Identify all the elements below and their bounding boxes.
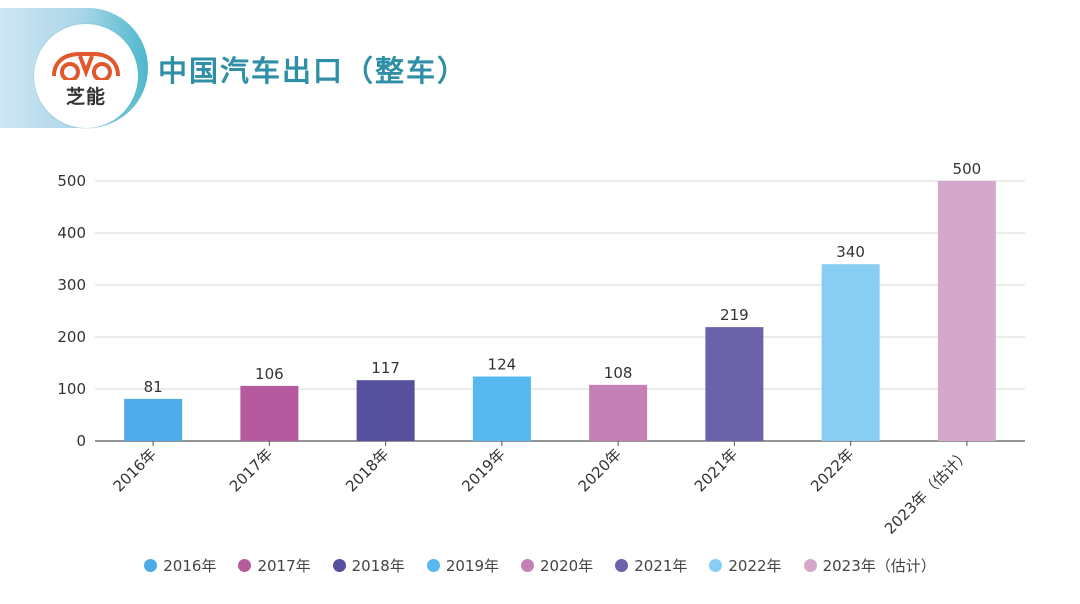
bar bbox=[937, 181, 996, 441]
legend-swatch bbox=[238, 559, 252, 572]
legend-item: 2022年 bbox=[709, 555, 782, 576]
legend-label: 2018年 bbox=[351, 557, 405, 575]
legend-label: 2021年 bbox=[634, 557, 688, 575]
legend-label: 2022年 bbox=[728, 557, 782, 575]
data-label: 117 bbox=[371, 359, 400, 377]
y-tick-label: 200 bbox=[57, 328, 86, 346]
data-label: 108 bbox=[604, 364, 633, 382]
car-logo-icon bbox=[52, 52, 120, 80]
legend-item: 2016年 bbox=[144, 555, 216, 576]
chart-legend: 2016年 2017年 2018年 2019年 2020年 2021年 2022年 2023年… bbox=[0, 555, 1080, 576]
legend-swatch bbox=[803, 559, 817, 572]
page-title: 中国汽车出口（整车） bbox=[158, 54, 469, 88]
y-tick-label: 0 bbox=[76, 432, 86, 450]
x-tick-label: 2021年 bbox=[691, 445, 741, 495]
legend-label: 2016年 bbox=[163, 557, 217, 575]
y-tick-label: 400 bbox=[57, 224, 86, 242]
legend-label: 2023年（估计） bbox=[822, 557, 936, 575]
x-tick-label: 2020年 bbox=[575, 445, 625, 495]
legend-swatch bbox=[426, 559, 440, 572]
x-tick-label: 2017年 bbox=[226, 445, 276, 495]
legend-swatch bbox=[709, 559, 723, 572]
bar bbox=[705, 327, 764, 441]
data-label: 81 bbox=[144, 378, 163, 396]
data-label: 106 bbox=[255, 365, 284, 383]
legend-label: 2019年 bbox=[445, 557, 499, 575]
brand-name: 芝能 bbox=[65, 86, 106, 108]
legend-item: 2023年（估计） bbox=[803, 555, 936, 576]
x-tick-label: 2023年（估计） bbox=[881, 445, 974, 538]
legend-item: 2021年 bbox=[615, 555, 687, 576]
bar bbox=[589, 384, 648, 441]
y-tick-label: 100 bbox=[57, 380, 86, 398]
header-band: 芝能 bbox=[0, 8, 148, 128]
legend-swatch bbox=[332, 559, 346, 572]
legend-item: 2018年 bbox=[332, 555, 405, 576]
y-tick-label: 500 bbox=[57, 172, 86, 190]
legend-item: 2017年 bbox=[238, 555, 311, 576]
bar bbox=[356, 380, 415, 441]
brand-logo: 芝能 bbox=[34, 24, 138, 128]
legend-item: 2020年 bbox=[521, 555, 593, 576]
legend-swatch bbox=[144, 559, 158, 572]
data-label: 219 bbox=[720, 306, 749, 324]
data-label: 124 bbox=[488, 356, 517, 374]
legend-item: 2019年 bbox=[426, 555, 499, 576]
bar bbox=[124, 398, 183, 441]
bar bbox=[472, 376, 531, 441]
legend-swatch bbox=[521, 559, 534, 572]
legend-label: 2020年 bbox=[540, 557, 594, 575]
legend-label: 2017年 bbox=[257, 557, 311, 575]
x-tick-label: 2022年 bbox=[807, 445, 857, 495]
bar bbox=[821, 264, 880, 441]
x-tick-label: 2019年 bbox=[458, 445, 508, 495]
bar bbox=[240, 385, 299, 441]
data-label: 500 bbox=[953, 160, 982, 178]
y-tick-label: 300 bbox=[57, 276, 86, 294]
x-tick-label: 2016年 bbox=[110, 445, 160, 495]
x-tick-label: 2018年 bbox=[342, 445, 392, 495]
legend-swatch bbox=[615, 559, 629, 572]
data-label: 340 bbox=[836, 243, 865, 261]
bar-chart: 0 100 200 300 400 500 81 2016年 106 2017年 117 2018年 1… bbox=[57, 160, 1025, 538]
